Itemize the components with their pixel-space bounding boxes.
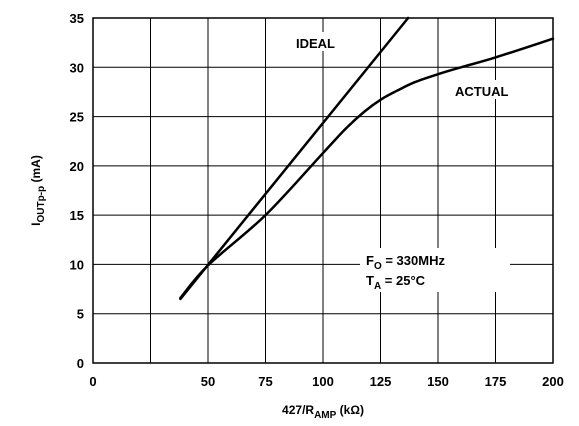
series-lines bbox=[179, 16, 555, 301]
y-axis-title-unit: (mA) bbox=[29, 155, 43, 186]
series-label-ideal: IDEAL bbox=[296, 36, 335, 51]
x-tick-label: 75 bbox=[258, 374, 272, 389]
x-tick-label: 125 bbox=[370, 374, 392, 389]
actual-label-background bbox=[452, 80, 518, 99]
grid bbox=[93, 18, 553, 363]
y-axis-title-subscript: OUTp-p bbox=[36, 186, 47, 223]
condition-frequency-value: = 330MHz bbox=[382, 253, 446, 268]
series-line-actual bbox=[179, 37, 555, 300]
x-tick-label: 150 bbox=[427, 374, 449, 389]
series-line-ideal bbox=[179, 16, 410, 301]
condition-temperature-symbol: T bbox=[366, 273, 374, 288]
ideal-label-background bbox=[293, 32, 345, 51]
y-tick-label: 0 bbox=[77, 356, 84, 371]
x-tick-label: 200 bbox=[542, 374, 564, 389]
x-tick-label: 50 bbox=[201, 374, 215, 389]
y-tick-label: 35 bbox=[70, 11, 84, 26]
condition-temperature-value: = 25°C bbox=[381, 273, 425, 288]
x-tick-label: 100 bbox=[312, 374, 334, 389]
y-axis-title: IOUTp-p (mA) bbox=[29, 155, 47, 226]
x-axis-title-unit: (kΩ) bbox=[336, 403, 364, 417]
conditions-background bbox=[360, 248, 510, 292]
tick-labels: 0 50 75 100 125 150 175 200 0 5 10 15 20 25 30 35 bbox=[70, 11, 564, 389]
y-tick-label: 30 bbox=[70, 60, 84, 75]
series-label-actual: ACTUAL bbox=[455, 84, 508, 99]
plot-frame bbox=[92, 17, 554, 364]
x-tick-label: 175 bbox=[485, 374, 507, 389]
y-tick-label: 10 bbox=[70, 257, 84, 272]
y-tick-label: 5 bbox=[77, 307, 84, 322]
condition-temperature: TA = 25°C bbox=[366, 273, 426, 292]
y-tick-label: 25 bbox=[70, 110, 84, 125]
x-axis-title: 427/RAMP (kΩ) bbox=[282, 403, 364, 421]
x-tick-label: 0 bbox=[89, 374, 96, 389]
condition-temperature-subscript: A bbox=[374, 281, 381, 292]
condition-frequency-subscript: O bbox=[374, 261, 382, 272]
y-tick-label: 20 bbox=[70, 159, 84, 174]
condition-frequency: FO = 330MHz bbox=[366, 253, 445, 272]
y-tick-label: 15 bbox=[70, 208, 84, 223]
y-axis-title-main: I bbox=[29, 222, 43, 225]
condition-frequency-symbol: F bbox=[366, 253, 374, 268]
x-axis-title-subscript: AMP bbox=[314, 410, 337, 421]
x-axis-title-main: 427/R bbox=[282, 403, 314, 417]
